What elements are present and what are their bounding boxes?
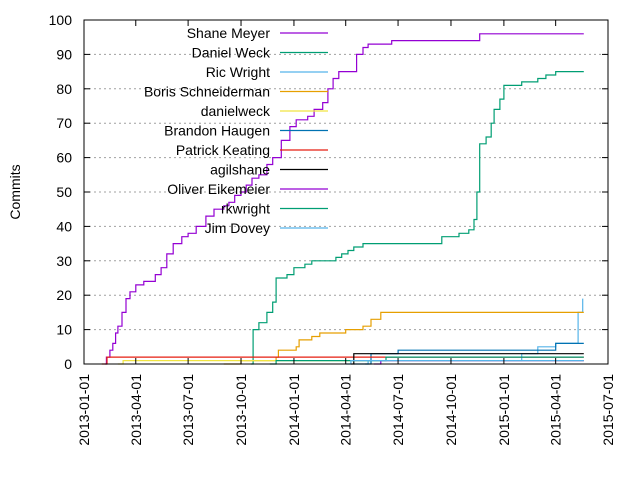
y-tick-label: 70 [56,115,72,131]
x-tick-label: 2013-10-01 [233,374,249,446]
y-tick-label: 20 [56,287,72,303]
x-tick-label: 2015-01-01 [496,374,512,446]
plot-frame [83,19,609,365]
y-tick-label: 50 [56,184,72,200]
series-line-3 [223,311,584,365]
legend-label: Patrick Keating [176,142,270,158]
y-axis-label: Commits [7,164,23,219]
x-tick-label: 2015-04-01 [548,374,564,446]
y-tick-label: 30 [56,253,72,269]
series-line-1 [250,71,584,365]
y-tick-label: 0 [64,356,72,372]
legend-label: Daniel Weck [192,45,271,61]
x-tick-label: 2014-07-01 [390,374,406,446]
x-tick-label: 2014-01-01 [286,374,302,446]
legend: Shane Meyer Daniel Weck Ric Wright Boris Sc… [144,25,328,236]
x-tick-label: 2013-04-01 [128,374,144,446]
y-tick-label: 100 [49,12,73,28]
series-line-10 [345,360,584,365]
legend-label: Shane Meyer [187,25,271,41]
legend-label: Ric Wright [206,64,270,80]
legend-label: Brandon Haugen [164,123,270,139]
x-tick-label: 2013-07-01 [180,374,196,446]
legend-label: rkwright [221,201,270,217]
legend-label: danielweck [201,103,271,119]
grid-layer [84,53,608,331]
y-tick-label: 80 [56,81,72,97]
x-tick-label: 2014-04-01 [338,374,354,446]
y-tick-label: 90 [56,46,72,62]
y-tick-label: 40 [56,218,72,234]
x-tick-label: 2013-01-01 [76,374,92,446]
legend-label: Boris Schneiderman [144,84,270,100]
legend-label: agilshane [210,162,270,178]
x-tick-label: 2015-07-01 [600,374,616,446]
y-tick-label: 10 [56,322,72,338]
series-line-0 [105,33,584,365]
legend-label: Oliver Eikemeier [167,181,270,197]
axis-layer: 0 10 20 30 40 50 60 70 80 90 100 2013-01-01 2013-04-… [49,12,616,446]
x-tick-label: 2014-10-01 [443,374,459,446]
legend-label: Jim Dovey [205,220,270,236]
y-tick-label: 60 [56,150,72,166]
